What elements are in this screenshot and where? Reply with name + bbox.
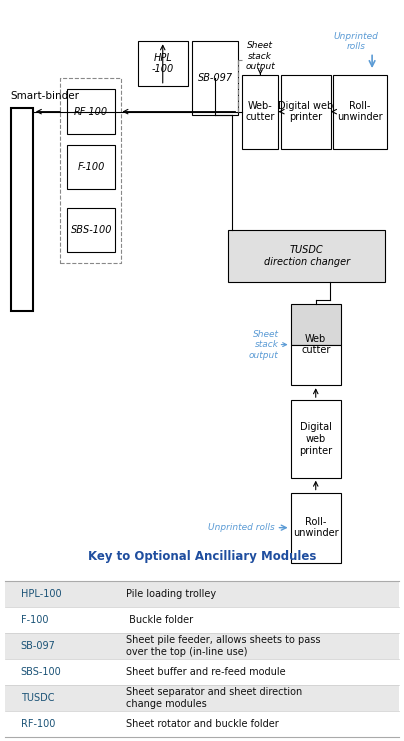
Text: Key to Optional Ancilliary Modules: Key to Optional Ancilliary Modules: [88, 550, 316, 563]
Text: Sheet
stack
output: Sheet stack output: [246, 41, 275, 71]
FancyBboxPatch shape: [11, 108, 33, 311]
Text: Unprinted
rolls: Unprinted rolls: [334, 32, 379, 51]
Text: SB-097: SB-097: [198, 73, 233, 83]
Text: Pile loading trolley: Pile loading trolley: [126, 589, 216, 599]
Text: SBS-100: SBS-100: [71, 225, 112, 235]
Text: Roll-
unwinder: Roll- unwinder: [293, 517, 339, 539]
Text: Sheet pile feeder, allows sheets to pass
over the top (in-line use): Sheet pile feeder, allows sheets to pass…: [126, 635, 320, 657]
Text: Sheet rotator and buckle folder: Sheet rotator and buckle folder: [126, 719, 278, 728]
FancyBboxPatch shape: [192, 41, 238, 116]
Text: SB-097: SB-097: [21, 641, 56, 651]
FancyBboxPatch shape: [242, 75, 278, 149]
Text: F-100: F-100: [78, 162, 105, 172]
FancyBboxPatch shape: [280, 75, 331, 149]
FancyBboxPatch shape: [5, 633, 399, 659]
FancyBboxPatch shape: [228, 230, 385, 282]
Text: Web
cutter: Web cutter: [301, 333, 330, 356]
FancyBboxPatch shape: [67, 90, 116, 134]
Text: HPL-100: HPL-100: [21, 589, 61, 599]
Text: Buckle folder: Buckle folder: [126, 615, 193, 625]
Text: TUSDC
direction changer: TUSDC direction changer: [264, 245, 350, 267]
FancyBboxPatch shape: [290, 345, 341, 385]
FancyBboxPatch shape: [67, 145, 116, 189]
Text: Digital web
printer: Digital web printer: [278, 101, 333, 122]
FancyBboxPatch shape: [290, 493, 341, 563]
Text: Roll-
unwinder: Roll- unwinder: [337, 101, 383, 122]
Text: Web-
cutter: Web- cutter: [246, 101, 275, 122]
FancyBboxPatch shape: [333, 75, 387, 149]
Text: TUSDC: TUSDC: [21, 693, 54, 702]
Text: Sheet buffer and re-feed module: Sheet buffer and re-feed module: [126, 667, 285, 677]
Text: Smart-binder: Smart-binder: [11, 90, 80, 101]
Text: Sheet
stack
output: Sheet stack output: [249, 330, 278, 359]
FancyBboxPatch shape: [138, 41, 188, 86]
FancyBboxPatch shape: [290, 400, 341, 478]
FancyBboxPatch shape: [67, 207, 116, 252]
Text: HPL
-100: HPL -100: [152, 53, 174, 74]
Text: RF-100: RF-100: [74, 107, 108, 116]
Text: Sheet separator and sheet direction
change modules: Sheet separator and sheet direction chan…: [126, 687, 302, 709]
Text: SBS-100: SBS-100: [21, 667, 61, 677]
Text: RF-100: RF-100: [21, 719, 55, 728]
Text: F-100: F-100: [21, 615, 48, 625]
Text: Unprinted rolls: Unprinted rolls: [208, 523, 274, 532]
FancyBboxPatch shape: [5, 581, 399, 607]
FancyBboxPatch shape: [5, 685, 399, 711]
FancyBboxPatch shape: [290, 304, 341, 345]
Text: Digital
web
printer: Digital web printer: [299, 422, 332, 456]
